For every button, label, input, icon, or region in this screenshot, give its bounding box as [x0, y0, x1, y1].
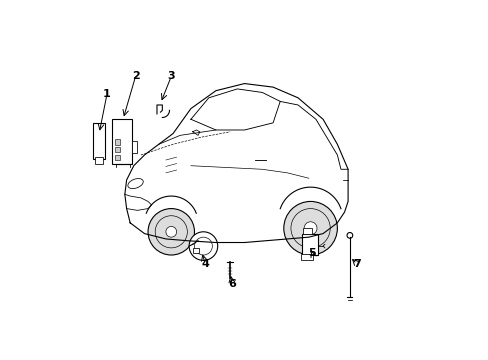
Text: 1: 1 [103, 89, 111, 99]
Bar [93, 123, 105, 158]
Bar [303, 228, 312, 234]
Bar [112, 119, 132, 164]
Text: 2: 2 [131, 71, 139, 81]
Circle shape [283, 202, 337, 255]
Circle shape [148, 208, 194, 255]
Bar [192, 248, 199, 253]
Bar [115, 155, 120, 160]
Circle shape [165, 226, 176, 237]
Bar [115, 139, 120, 145]
Bar [132, 141, 137, 153]
Bar [300, 254, 313, 260]
Text: 3: 3 [167, 71, 175, 81]
Bar [95, 157, 103, 164]
Text: 4: 4 [201, 259, 209, 269]
Bar [115, 147, 120, 153]
Circle shape [189, 232, 217, 260]
Bar [301, 234, 317, 255]
Text: 5: 5 [308, 248, 316, 258]
Text: 7: 7 [352, 259, 360, 269]
Text: 6: 6 [227, 279, 235, 289]
Circle shape [304, 222, 316, 235]
